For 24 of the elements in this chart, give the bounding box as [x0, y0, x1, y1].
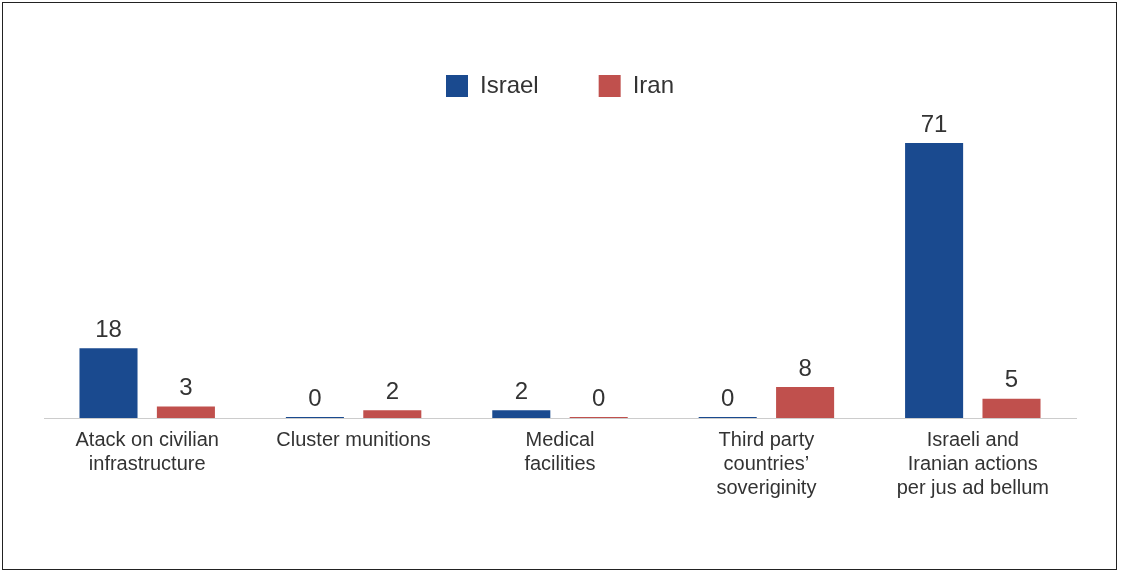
data-label: 0 — [721, 383, 735, 411]
x-tick-label: Third party countries’ soveriginity — [716, 427, 817, 498]
legend-label: Iran — [632, 70, 675, 98]
data-label: 0 — [308, 383, 322, 411]
bar — [79, 348, 138, 418]
data-label: 2 — [385, 376, 399, 404]
data-label: 8 — [798, 353, 812, 381]
data-label: 3 — [179, 373, 193, 400]
data-label: 5 — [1004, 365, 1019, 393]
bar — [492, 410, 551, 418]
data-label: 71 — [920, 109, 948, 137]
bar — [905, 142, 964, 418]
x-tick-label: Israeli and Iranian actions per jus ad bellum — [896, 427, 1049, 498]
legend-label: Israel — [479, 70, 539, 98]
data-label: 0 — [592, 383, 606, 411]
data-label: 18 — [95, 314, 122, 342]
x-tick-label: Medical facilities — [524, 427, 596, 474]
data-label: 2 — [514, 376, 528, 404]
bar — [156, 406, 215, 418]
bar — [982, 398, 1041, 418]
x-tick-label: Cluster munitions — [276, 427, 431, 450]
bar — [363, 410, 422, 418]
x-tick-label: Atack on civilian infrastructure — [75, 427, 219, 474]
bar — [776, 387, 835, 418]
